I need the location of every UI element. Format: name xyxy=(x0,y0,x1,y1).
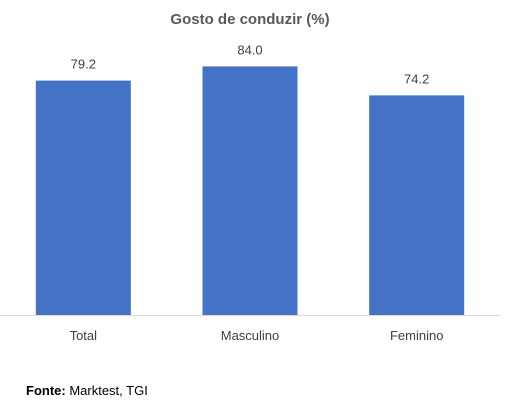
bar-feminino xyxy=(369,95,465,316)
data-label-feminino: 74.2 xyxy=(404,71,429,86)
category-labels-group: Total Masculino Feminino xyxy=(70,328,444,343)
category-label-feminino: Feminino xyxy=(390,328,443,343)
source-label: Fonte: xyxy=(26,383,66,398)
bar-total xyxy=(35,80,131,315)
chart-title: Gosto de conduzir (%) xyxy=(170,11,329,28)
category-label-total: Total xyxy=(70,328,98,343)
data-labels-group: 79.2 84.0 74.2 xyxy=(71,42,430,86)
data-label-masculino: 84.0 xyxy=(237,42,262,57)
category-label-masculino: Masculino xyxy=(221,328,280,343)
data-label-total: 79.2 xyxy=(71,57,96,72)
source-text: Marktest, TGI xyxy=(66,383,148,398)
bar-masculino xyxy=(202,66,298,316)
bars-group xyxy=(35,66,465,316)
source-note: Fonte: Marktest, TGI xyxy=(26,383,148,398)
